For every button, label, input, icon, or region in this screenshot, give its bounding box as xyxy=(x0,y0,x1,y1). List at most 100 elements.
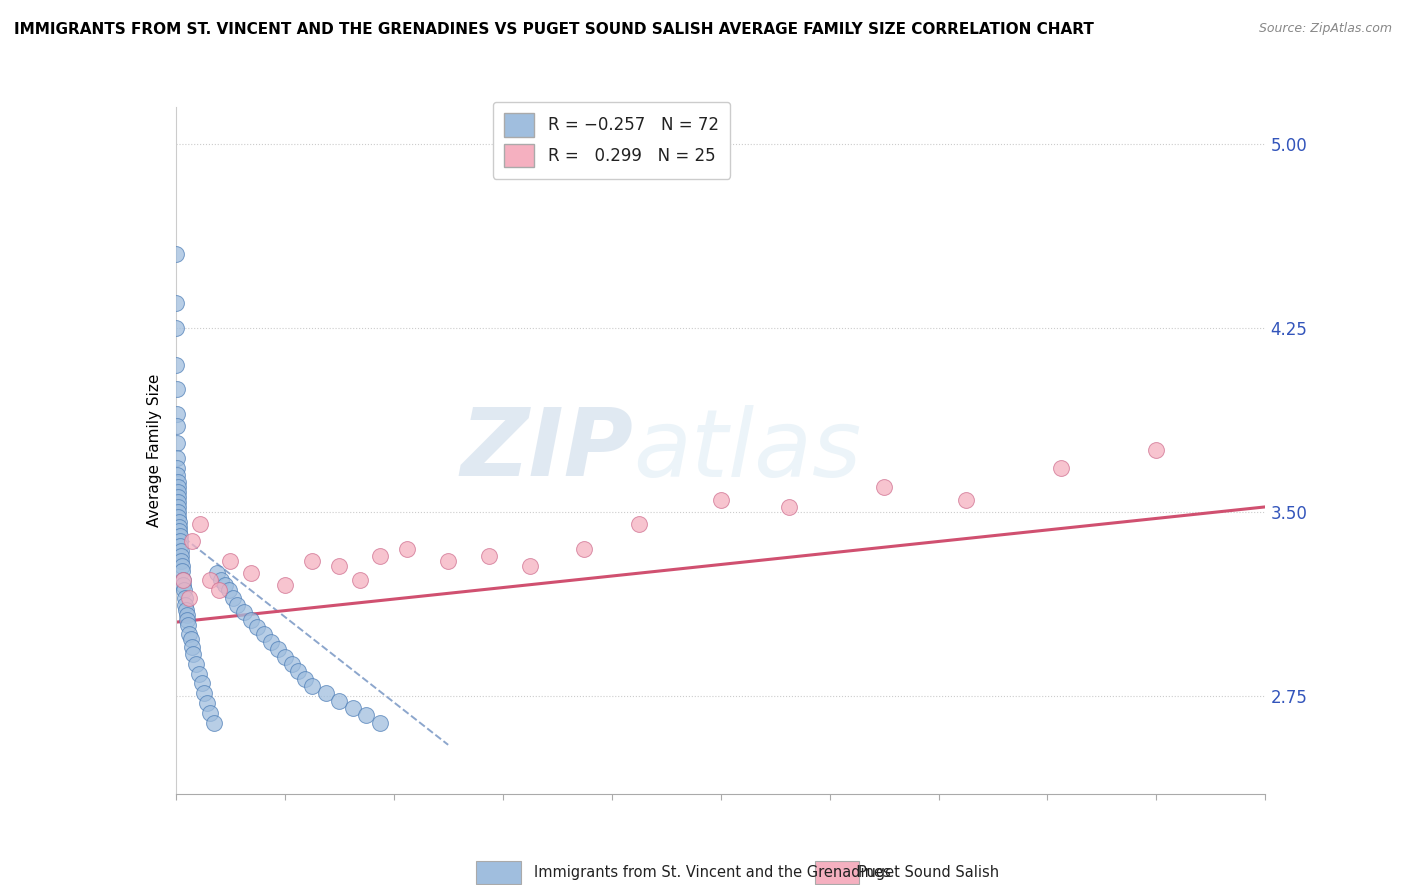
Point xyxy=(267,642,290,657)
Point xyxy=(181,640,204,654)
Point xyxy=(222,591,245,605)
Point xyxy=(710,492,733,507)
Point xyxy=(186,657,208,671)
Point xyxy=(166,382,188,396)
Point xyxy=(179,627,201,641)
Point xyxy=(166,450,188,465)
Point xyxy=(169,529,191,543)
Point xyxy=(328,694,350,708)
Point xyxy=(172,574,194,588)
Point xyxy=(349,574,371,588)
Point xyxy=(169,534,191,549)
Point xyxy=(176,607,198,622)
Y-axis label: Average Family Size: Average Family Size xyxy=(146,374,162,527)
Point xyxy=(478,549,501,563)
Point xyxy=(165,296,187,310)
Text: ZIP: ZIP xyxy=(461,404,633,497)
Point xyxy=(396,541,419,556)
Point xyxy=(165,358,187,372)
Point xyxy=(574,541,596,556)
Point xyxy=(169,539,191,553)
Point xyxy=(195,696,218,710)
Point xyxy=(208,583,231,598)
Point xyxy=(214,578,236,592)
FancyBboxPatch shape xyxy=(477,861,520,884)
Point xyxy=(173,591,195,605)
Point xyxy=(1050,460,1073,475)
Point xyxy=(246,620,269,634)
Point xyxy=(627,516,650,531)
Point xyxy=(342,701,364,715)
Point xyxy=(274,649,297,664)
Point xyxy=(176,613,198,627)
Point xyxy=(519,558,541,573)
Point xyxy=(955,492,977,507)
Point xyxy=(239,613,262,627)
Point xyxy=(198,706,221,720)
Point xyxy=(187,666,209,681)
Point xyxy=(173,583,195,598)
Text: IMMIGRANTS FROM ST. VINCENT AND THE GRENADINES VS PUGET SOUND SALISH AVERAGE FAM: IMMIGRANTS FROM ST. VINCENT AND THE GREN… xyxy=(14,22,1094,37)
Point xyxy=(193,686,215,700)
Point xyxy=(301,679,323,693)
Point xyxy=(174,598,197,612)
Point xyxy=(368,715,391,730)
Point xyxy=(205,566,228,581)
Point xyxy=(166,467,188,482)
Point xyxy=(167,509,190,524)
Point xyxy=(198,574,221,588)
Point xyxy=(218,583,240,598)
Point xyxy=(170,558,193,573)
Point xyxy=(183,647,205,661)
Point xyxy=(179,591,201,605)
Point xyxy=(166,480,188,494)
Point xyxy=(165,247,187,261)
Point xyxy=(165,321,187,335)
Point xyxy=(260,634,283,648)
Point xyxy=(253,627,276,641)
Point xyxy=(315,686,337,700)
Point xyxy=(209,574,232,588)
Point xyxy=(172,574,194,588)
Point xyxy=(180,632,202,647)
Point xyxy=(166,460,188,475)
Point xyxy=(778,500,800,514)
Point xyxy=(172,578,194,592)
Point xyxy=(226,598,249,612)
Point xyxy=(170,549,193,563)
Point xyxy=(368,549,391,563)
Point xyxy=(190,676,212,690)
Point xyxy=(232,606,254,620)
Point xyxy=(274,578,297,592)
Point xyxy=(437,554,460,568)
Point xyxy=(301,554,323,568)
Legend: R = −0.257   N = 72, R =   0.299   N = 25: R = −0.257 N = 72, R = 0.299 N = 25 xyxy=(492,102,731,178)
Point xyxy=(287,664,309,678)
Point xyxy=(202,715,225,730)
Point xyxy=(170,564,193,578)
Point xyxy=(188,516,211,531)
Point xyxy=(167,505,190,519)
Point xyxy=(170,554,193,568)
Point xyxy=(1146,443,1168,458)
Point xyxy=(167,500,190,514)
Text: atlas: atlas xyxy=(633,405,862,496)
FancyBboxPatch shape xyxy=(815,861,859,884)
Point xyxy=(219,554,242,568)
Point xyxy=(181,534,204,549)
Point xyxy=(169,524,191,539)
Point xyxy=(873,480,896,494)
Point xyxy=(280,657,302,671)
Point xyxy=(166,418,188,433)
Point xyxy=(167,490,190,504)
Point xyxy=(167,519,190,533)
Point xyxy=(174,603,197,617)
Text: Source: ZipAtlas.com: Source: ZipAtlas.com xyxy=(1258,22,1392,36)
Text: Puget Sound Salish: Puget Sound Salish xyxy=(858,865,998,880)
Point xyxy=(166,475,188,490)
Point xyxy=(169,544,191,558)
Point xyxy=(166,407,188,421)
Point xyxy=(177,617,200,632)
Point xyxy=(167,515,190,529)
Point xyxy=(239,566,262,581)
